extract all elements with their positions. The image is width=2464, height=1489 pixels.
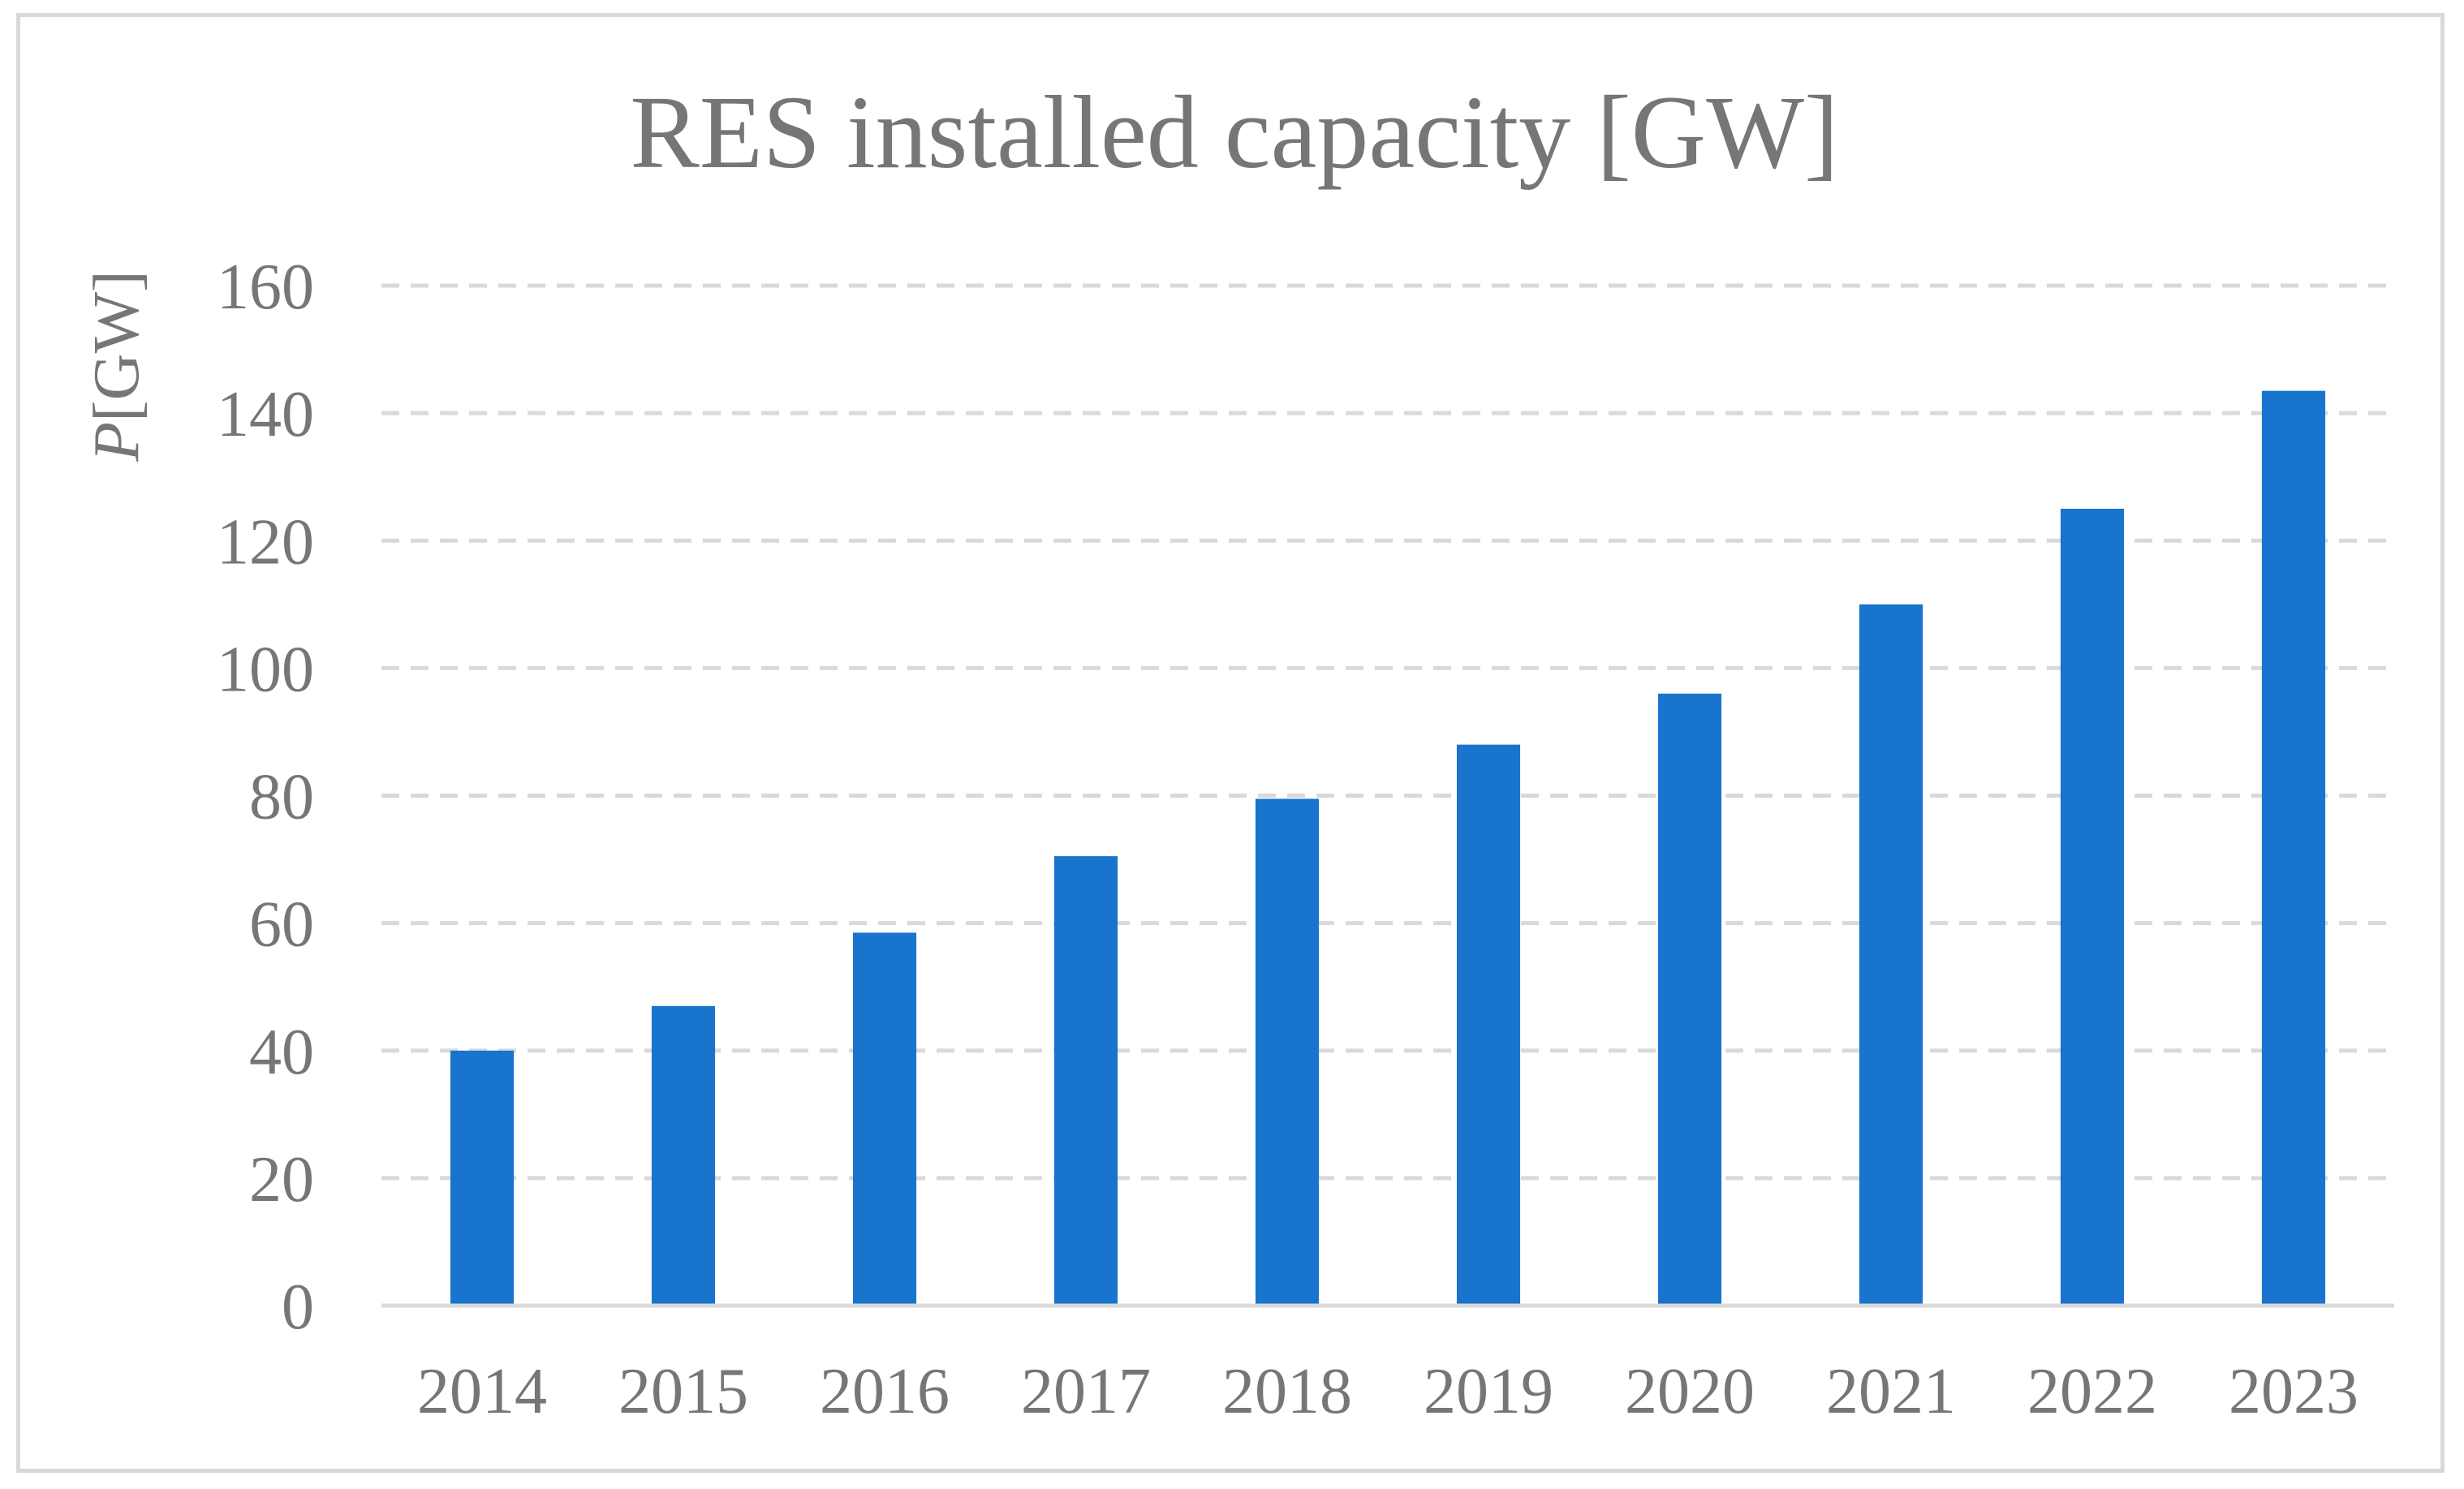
x-tick-label: 2023	[2229, 1356, 2358, 1427]
x-axis-ticks: 2014 2015 2016 2017 2018 2019 2020 2021 2022 2023	[417, 1356, 2358, 1427]
chart-canvas: RES installed capacity [GW] P[GW] 0 20 40 6…	[81, 75, 2394, 1427]
x-tick-label: 2021	[1826, 1356, 1956, 1427]
y-tick-label: 40	[249, 1017, 314, 1088]
y-axis-label-unit: [GW]	[81, 270, 153, 422]
x-tick-label: 2019	[1424, 1356, 1553, 1427]
bar-2016	[852, 932, 917, 1306]
bar-2015	[651, 1005, 716, 1306]
bar-2022	[2060, 508, 2125, 1306]
x-tick-label: 2022	[2027, 1356, 2157, 1427]
bar-series	[450, 390, 2326, 1306]
chart-title: RES installed capacity [GW]	[630, 75, 1838, 190]
bar-2023	[2261, 390, 2326, 1306]
bar-2019	[1456, 744, 1521, 1306]
bar-2014	[450, 1050, 515, 1306]
y-tick-label: 100	[217, 634, 314, 705]
y-tick-label: 0	[282, 1272, 314, 1343]
x-tick-label: 2015	[618, 1356, 748, 1427]
y-axis-label: P[GW]	[81, 270, 153, 462]
y-tick-label: 120	[217, 506, 314, 578]
bar-2018	[1255, 798, 1320, 1306]
y-tick-label: 20	[249, 1144, 314, 1216]
y-tick-label: 160	[217, 252, 314, 323]
bar-2021	[1859, 604, 1923, 1306]
bar-2020	[1657, 693, 1722, 1306]
gridlines	[381, 283, 2394, 1181]
x-tick-label: 2018	[1222, 1356, 1352, 1427]
y-tick-label: 80	[249, 762, 314, 833]
x-tick-label: 2016	[820, 1356, 950, 1427]
y-axis-label-variable: P	[81, 422, 153, 463]
x-tick-label: 2020	[1625, 1356, 1755, 1427]
x-tick-label: 2017	[1021, 1356, 1151, 1427]
y-tick-label: 60	[249, 889, 314, 961]
y-tick-label: 140	[217, 379, 314, 450]
bar-2017	[1053, 856, 1118, 1306]
x-tick-label: 2014	[417, 1356, 547, 1427]
chart-frame: RES installed capacity [GW] P[GW] 0 20 40 6…	[16, 13, 2445, 1473]
y-axis-ticks: 0 20 40 60 80 100 120 140 160	[217, 252, 314, 1343]
